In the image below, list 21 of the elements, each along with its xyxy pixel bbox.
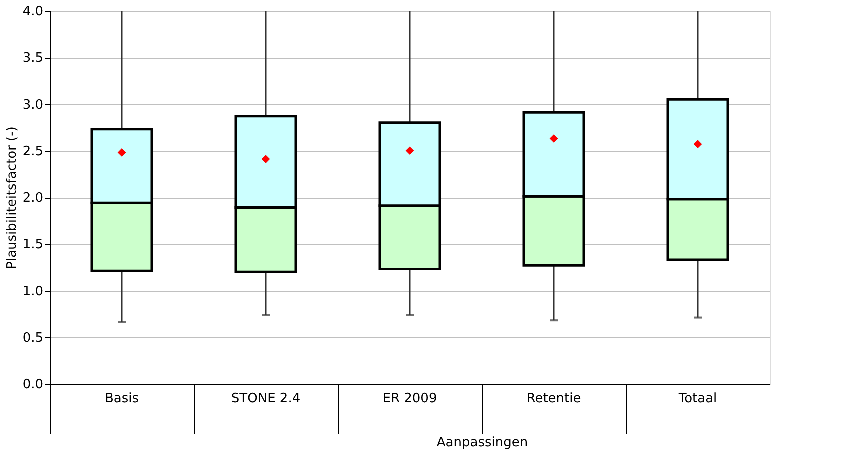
y-axis-title: Plausibiliteitsfactor (-) [4,126,20,270]
point [550,134,558,143]
x-tick-label: STONE 2.4 [231,392,301,406]
x-axis-title: Aanpassingen [436,436,528,450]
y-tick-label: 3.5 [22,51,44,66]
y-tick-label: 4.0 [22,4,44,20]
point [118,148,126,157]
y-tick-label: 0.0 [22,378,44,392]
x-tick-label: Basis [104,392,140,406]
y-tick-label: 1.0 [22,284,44,300]
y-tick-label: 3.0 [22,98,44,113]
point [262,155,270,164]
y-tick-label: 2.5 [22,144,44,160]
x-tick-label: Retentie [526,392,582,406]
x-tick-label: ER 2009 [382,392,438,406]
y-tick-label: 1.5 [22,238,44,253]
y-tick-label: 2.0 [22,191,44,206]
point [694,140,702,149]
point [406,146,414,156]
x-tick-label: Totaal [678,392,718,406]
y-tick-label: 0.5 [22,330,44,346]
